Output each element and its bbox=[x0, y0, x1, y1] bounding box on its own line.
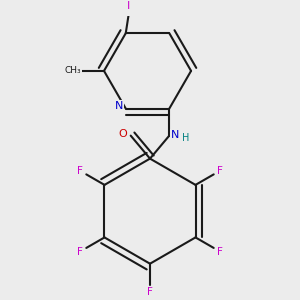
Text: CH₃: CH₃ bbox=[64, 66, 81, 75]
Text: N: N bbox=[170, 130, 179, 140]
Text: I: I bbox=[127, 1, 130, 11]
Text: F: F bbox=[217, 247, 223, 257]
Text: F: F bbox=[77, 247, 83, 257]
Text: F: F bbox=[77, 166, 83, 176]
Text: F: F bbox=[217, 166, 223, 176]
Text: F: F bbox=[147, 287, 153, 297]
Text: O: O bbox=[118, 129, 127, 139]
Text: N: N bbox=[115, 101, 123, 111]
Text: H: H bbox=[182, 133, 190, 143]
